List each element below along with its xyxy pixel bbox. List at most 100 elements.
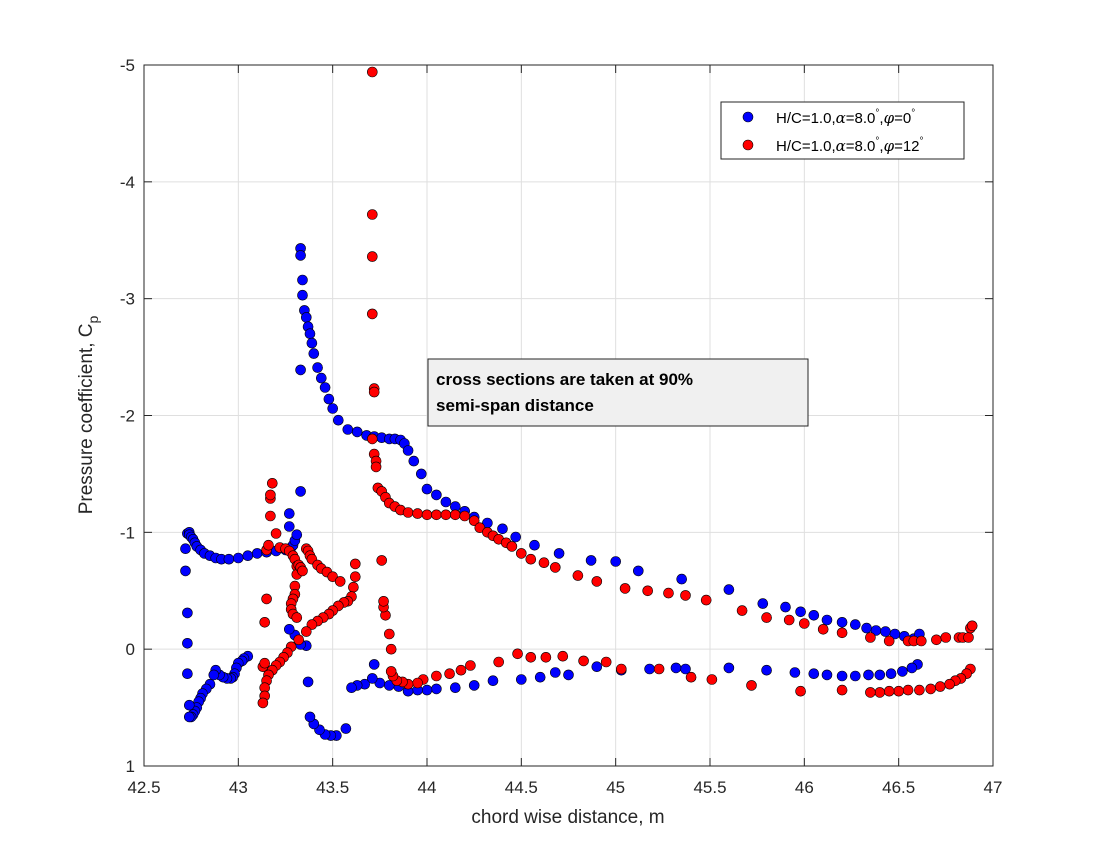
data-point [366, 673, 378, 684]
data-point [180, 543, 191, 555]
data-point [836, 627, 848, 639]
data-point [383, 628, 395, 640]
legend-label-series-1: H/C=1.0,α=8.0°,φ=0° [776, 108, 915, 127]
x-axis-label: chord wise distance, m [471, 807, 664, 828]
data-point [431, 509, 442, 521]
data-point [515, 674, 527, 685]
data-point [893, 685, 905, 697]
data-point [642, 585, 654, 597]
data-point [761, 664, 772, 676]
data-point [925, 683, 937, 695]
data-point [808, 668, 820, 680]
data-point [883, 685, 895, 697]
y-tick-label: 1 [126, 757, 135, 776]
data-point [259, 657, 271, 669]
data-point [723, 662, 735, 674]
data-point [295, 364, 306, 376]
data-point [366, 433, 378, 445]
data-point [306, 619, 318, 630]
data-point [265, 489, 276, 501]
data-point [585, 555, 597, 566]
legend-label-series-2: H/C=1.0,α=8.0°,φ=12° [776, 136, 924, 155]
data-point [600, 656, 612, 668]
data-point [808, 609, 820, 621]
data-point [821, 614, 833, 626]
x-tick-label: 44.5 [505, 778, 538, 797]
annotation-background [427, 358, 809, 427]
data-point [319, 382, 331, 393]
data-point [966, 620, 978, 632]
x-tick-label: 47 [984, 778, 1003, 797]
data-point [297, 289, 308, 301]
data-point [553, 548, 565, 559]
data-point [261, 593, 272, 605]
data-point [349, 571, 361, 583]
data-point [663, 587, 674, 599]
data-point [534, 671, 546, 683]
data-point [378, 595, 389, 607]
data-point [421, 684, 433, 696]
y-axis-label-subscript: p [85, 316, 101, 324]
data-point [615, 663, 627, 675]
data-point [295, 486, 306, 497]
data-point [736, 605, 748, 616]
data-point [323, 393, 335, 405]
data-point [440, 496, 452, 508]
data-point [795, 685, 806, 697]
data-point [304, 328, 316, 340]
x-tick-label: 45.5 [693, 778, 726, 797]
data-point [557, 650, 569, 662]
data-point [757, 598, 769, 609]
y-axis-label: Pressure coefficient, Cp [76, 316, 101, 515]
data-point [385, 643, 397, 655]
data-point [300, 626, 312, 637]
data-point [706, 674, 718, 685]
y-tick-label: -1 [120, 523, 135, 542]
data-point [223, 553, 235, 565]
data-point [549, 667, 561, 678]
data-point [444, 668, 455, 680]
data-point [259, 616, 271, 628]
annotation-line-2: semi-span distance [436, 396, 594, 415]
data-point [487, 675, 499, 687]
data-point [861, 622, 872, 634]
data-point [897, 666, 908, 677]
data-point [431, 683, 442, 695]
data-point [685, 671, 697, 683]
data-point [761, 612, 772, 623]
data-point [283, 623, 295, 635]
data-point [880, 626, 891, 637]
data-point [940, 632, 952, 643]
data-point [455, 664, 467, 676]
data-point [563, 669, 574, 681]
data-point [902, 684, 914, 696]
data-points [180, 66, 978, 741]
data-point [295, 250, 306, 261]
data-point [291, 612, 303, 623]
data-point [817, 623, 829, 635]
data-point [865, 632, 876, 643]
data-point [180, 565, 191, 577]
data-point [723, 584, 735, 595]
data-point [493, 656, 505, 668]
data-point [182, 668, 193, 680]
data-point [468, 515, 480, 527]
data-point [327, 571, 339, 583]
data-point [670, 662, 682, 674]
data-point [789, 667, 801, 678]
data-point [283, 521, 295, 532]
data-point [849, 670, 861, 682]
data-point [366, 66, 378, 78]
data-point [412, 508, 423, 519]
ticks: 42.5 43 43.5 44 44.5 45 45.5 46 46.5 47 -5 -4 -3 -2 -1… [120, 56, 1003, 797]
x-tick-label: 46 [795, 778, 814, 797]
data-point [368, 386, 380, 398]
data-point [783, 614, 795, 626]
data-point [529, 539, 540, 551]
data-point [883, 635, 895, 647]
data-point [515, 548, 527, 559]
data-point [510, 531, 522, 543]
data-point [385, 666, 397, 677]
